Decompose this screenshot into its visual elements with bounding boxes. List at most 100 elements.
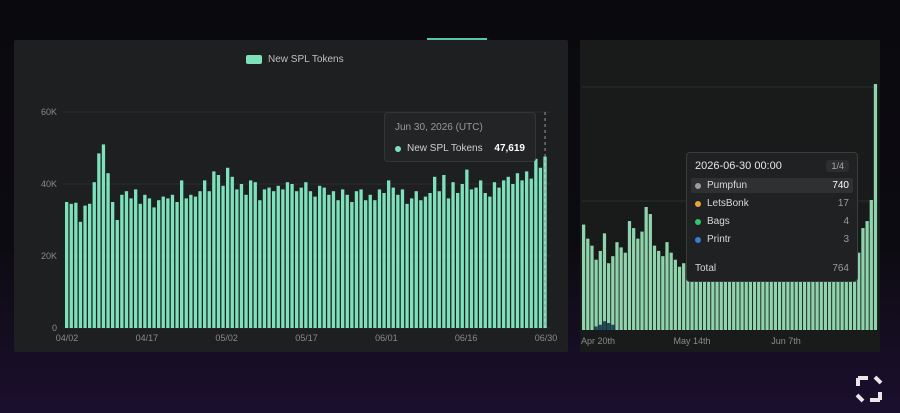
bar-pumpfun — [711, 256, 715, 330]
bar-new-spl-tokens — [143, 194, 147, 328]
bar-new-spl-tokens — [336, 200, 340, 328]
bar-new-spl-tokens — [525, 171, 529, 328]
bar-new-spl-tokens — [437, 191, 441, 328]
bar-new-spl-tokens — [203, 180, 207, 328]
tooltip2-row-bags: Bags 4 — [691, 214, 853, 229]
x-tick-label: 06/30 — [535, 333, 558, 343]
bar-pumpfun — [669, 252, 673, 330]
bar-new-spl-tokens — [304, 182, 308, 328]
bar-printr — [607, 322, 611, 330]
tooltip2-label-printr: Printr — [707, 234, 731, 245]
bar-new-spl-tokens — [285, 182, 290, 328]
bar-pumpfun — [748, 259, 753, 330]
bar-new-spl-tokens — [78, 221, 83, 328]
bar-new-spl-tokens — [253, 182, 257, 328]
bar-pumpfun — [657, 250, 661, 330]
bar-pumpfun — [636, 238, 640, 330]
bar-new-spl-tokens — [308, 191, 313, 328]
bar-new-spl-tokens — [106, 173, 110, 328]
bar-new-spl-tokens — [465, 169, 469, 328]
active-tab-indicator — [427, 38, 487, 40]
y-tick-label: 20K — [41, 251, 57, 261]
bar-new-spl-tokens — [327, 194, 331, 328]
bar-new-spl-tokens — [373, 200, 377, 328]
bar-new-spl-tokens — [281, 189, 285, 328]
bar-pumpfun — [623, 252, 627, 330]
y-tick-label: 40K — [41, 179, 57, 189]
bar-new-spl-tokens — [350, 202, 354, 328]
tooltip2-row-printr: Printr 3 — [691, 232, 853, 247]
bar-pumpfun — [719, 263, 723, 330]
bar-pumpfun — [752, 263, 757, 330]
bar-new-spl-tokens — [492, 182, 497, 328]
bar-pumpfun — [723, 252, 727, 330]
bar-new-spl-tokens — [364, 200, 368, 328]
bar-new-spl-tokens — [244, 194, 248, 328]
bar-pumpfun — [602, 233, 607, 330]
bar-new-spl-tokens — [166, 198, 170, 328]
bar-new-spl-tokens — [295, 191, 299, 328]
bar-pumpfun — [744, 256, 748, 330]
bar-new-spl-tokens — [419, 200, 423, 328]
x-tick-label: 04/02 — [56, 333, 79, 343]
bar-pumpfun — [707, 266, 711, 330]
tooltip2-dot-bags — [695, 218, 701, 225]
bar-pumpfun — [702, 263, 707, 330]
bar-pumpfun — [682, 263, 686, 330]
bar-new-spl-tokens — [147, 198, 152, 328]
bar-new-spl-tokens — [538, 167, 543, 328]
bar-new-spl-tokens — [97, 153, 101, 328]
bar-new-spl-tokens — [290, 184, 294, 328]
bar-pumpfun — [827, 245, 832, 330]
tooltip2-row-pumpfun: Pumpfun 740 — [691, 178, 853, 193]
bar-pumpfun — [832, 242, 836, 330]
bar-new-spl-tokens — [152, 207, 156, 328]
bar-new-spl-tokens — [520, 180, 524, 328]
bar-printr — [611, 324, 615, 330]
bar-pumpfun — [819, 252, 823, 330]
bar-pumpfun — [619, 247, 623, 330]
bar-new-spl-tokens — [101, 144, 106, 328]
bar-pumpfun — [861, 228, 865, 330]
x-tick-label-right: Jun 7th — [771, 336, 801, 346]
bar-new-spl-tokens — [377, 189, 382, 328]
bar-pumpfun — [773, 252, 778, 330]
bar-new-spl-tokens — [267, 187, 271, 328]
bar-pumpfun — [611, 256, 615, 330]
chart-legend[interactable]: New SPL Tokens — [246, 54, 344, 65]
bar-new-spl-tokens — [69, 203, 73, 328]
x-tick-label-right: Apr 20th — [581, 336, 615, 346]
bar-new-spl-tokens — [497, 187, 501, 328]
tooltip2-total-value: 764 — [832, 263, 849, 274]
bar-pumpfun — [761, 259, 765, 330]
bar-new-spl-tokens — [212, 171, 216, 328]
bar-new-spl-tokens — [506, 176, 510, 328]
tooltip2-value-bags: 4 — [843, 216, 849, 227]
tooltip2-page-indicator[interactable]: 1/4 — [826, 160, 849, 172]
bar-new-spl-tokens — [382, 193, 386, 328]
bar-new-spl-tokens — [124, 191, 129, 328]
bar-new-spl-tokens — [138, 203, 142, 328]
bar-pumpfun — [823, 256, 828, 330]
bar-pumpfun — [802, 252, 807, 330]
bar-pumpfun — [590, 245, 594, 330]
x-tick-label: 06/01 — [375, 333, 398, 343]
bar-printr — [594, 326, 598, 330]
bar-printr — [598, 324, 602, 330]
bar-pumpfun — [869, 199, 873, 330]
tooltip-series-dot — [395, 145, 401, 152]
brand-logo-icon — [855, 375, 883, 403]
bar-new-spl-tokens — [175, 202, 179, 328]
bar-pumpfun — [732, 259, 736, 330]
bar-pumpfun — [644, 207, 648, 330]
bar-new-spl-tokens — [529, 178, 533, 328]
bar-pumpfun — [873, 84, 878, 330]
tooltip2-label-pumpfun: Pumpfun — [707, 180, 748, 191]
bar-new-spl-tokens — [83, 205, 87, 328]
tooltip2-total-row: Total 764 — [695, 263, 849, 274]
bar-pumpfun — [652, 245, 657, 330]
bar-pumpfun — [665, 242, 669, 330]
bar-pumpfun — [857, 252, 861, 330]
tooltip2-dot-pumpfun — [695, 182, 701, 189]
y-tick-label: 60K — [41, 107, 57, 117]
